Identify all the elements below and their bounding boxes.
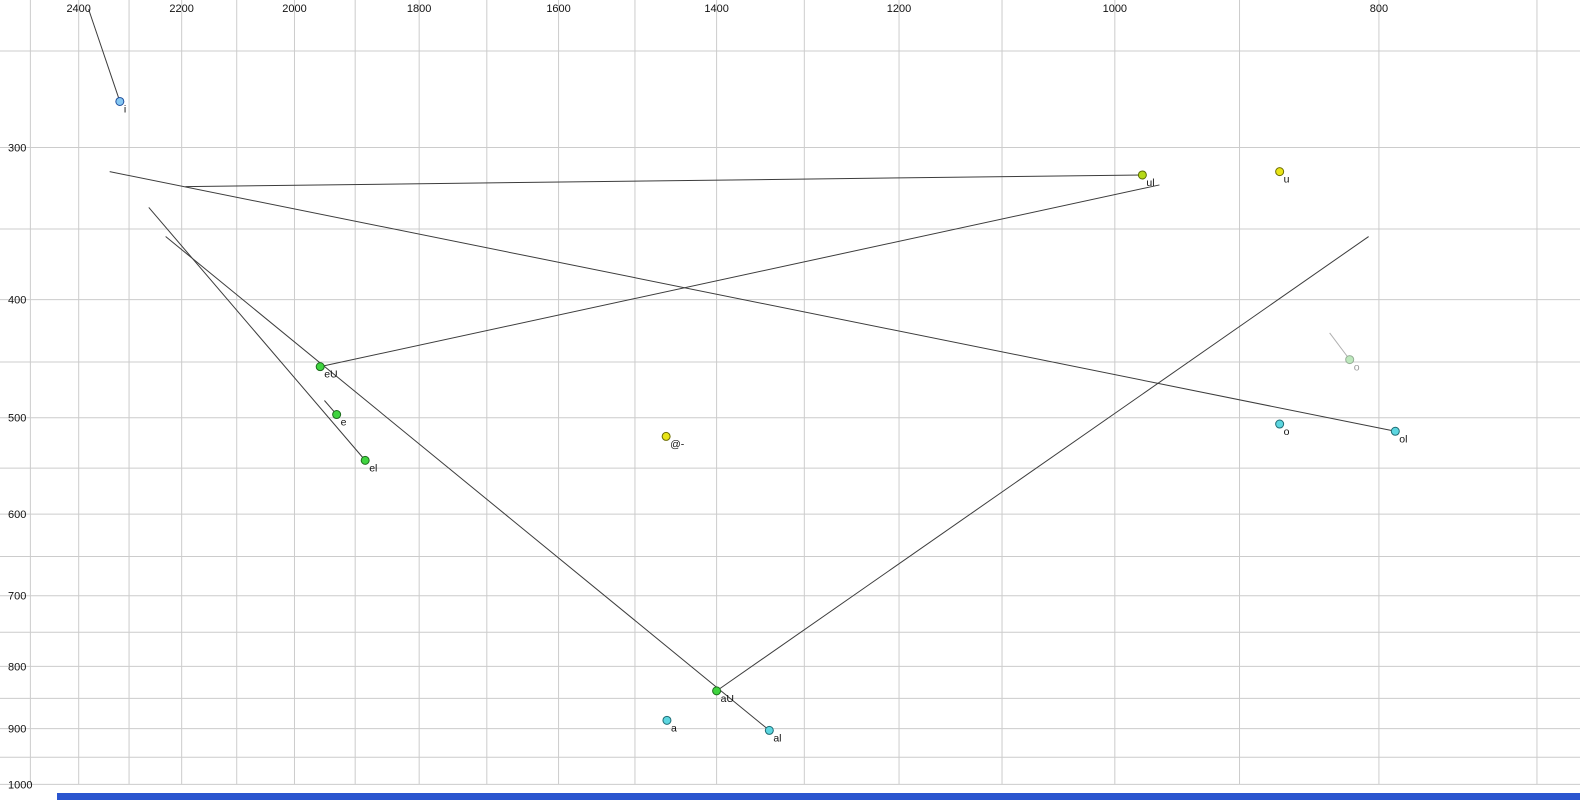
- vowel-glide-line: [185, 174, 1143, 188]
- vowel-point[interactable]: [662, 715, 672, 725]
- vowel-point[interactable]: [360, 455, 370, 465]
- y-axis-tick-label: 500: [8, 413, 26, 425]
- vowel-glide-line: [165, 236, 770, 731]
- vowel-point-label: ol: [1399, 433, 1407, 445]
- x-axis-tick-label: 1400: [704, 3, 728, 15]
- vowel-point[interactable]: [1275, 167, 1285, 177]
- vowel-glide-line: [148, 207, 366, 461]
- x-axis-tick-label: 1000: [1103, 3, 1127, 15]
- vowel-glide-line: [88, 9, 121, 102]
- vowel-point[interactable]: [1345, 355, 1355, 365]
- vowel-glide-line: [1329, 332, 1351, 360]
- vowel-point-label: u: [1284, 174, 1290, 186]
- vowel-point[interactable]: [315, 362, 325, 372]
- vowel-point-label: eU: [324, 369, 337, 381]
- y-axis-tick-label: 800: [8, 661, 26, 673]
- vowel-point-label: ul: [1146, 177, 1154, 189]
- vowel-point[interactable]: [1275, 419, 1285, 429]
- x-axis-tick-label: 1800: [407, 3, 431, 15]
- y-axis-tick-label: 1000: [8, 779, 32, 791]
- vowel-point-label: o: [1284, 426, 1290, 438]
- vowel-point-label: aU: [721, 693, 734, 705]
- vowel-point[interactable]: [1137, 170, 1147, 180]
- vowel-point-label: a: [671, 722, 677, 734]
- vowel-point[interactable]: [661, 431, 671, 441]
- vowel-point[interactable]: [115, 96, 125, 106]
- y-axis-tick-label: 700: [8, 591, 26, 603]
- x-axis-tick-label: 1200: [887, 3, 911, 15]
- vowel-point[interactable]: [764, 725, 774, 735]
- y-axis-tick-label: 900: [8, 724, 26, 736]
- vowel-point-label: e: [341, 417, 347, 429]
- x-axis-tick-label: 2000: [282, 3, 306, 15]
- vowel-point[interactable]: [332, 410, 342, 420]
- vowel-point[interactable]: [1390, 426, 1400, 436]
- vowel-point-label: el: [369, 462, 377, 474]
- vowel-point-label: @-: [670, 438, 685, 450]
- y-axis-tick-label: 400: [8, 295, 26, 307]
- vowel-glide-line: [716, 236, 1369, 692]
- x-axis-tick-label: 2200: [169, 3, 193, 15]
- x-axis-tick-label: 1600: [546, 3, 570, 15]
- bottom-window-edge: [57, 793, 1580, 800]
- y-axis-tick-label: 600: [8, 509, 26, 521]
- x-axis-tick-label: 800: [1370, 3, 1388, 15]
- y-axis-tick-label: 300: [8, 142, 26, 154]
- x-axis-tick-label: 2400: [66, 3, 90, 15]
- vowel-point[interactable]: [712, 686, 722, 696]
- vowel-glide-line: [109, 171, 1396, 432]
- vowel-point-label: al: [773, 732, 781, 744]
- vowel-point-label: o: [1354, 362, 1360, 374]
- vowel-point-label: i: [124, 103, 126, 115]
- vowel-glide-line: [320, 184, 1160, 368]
